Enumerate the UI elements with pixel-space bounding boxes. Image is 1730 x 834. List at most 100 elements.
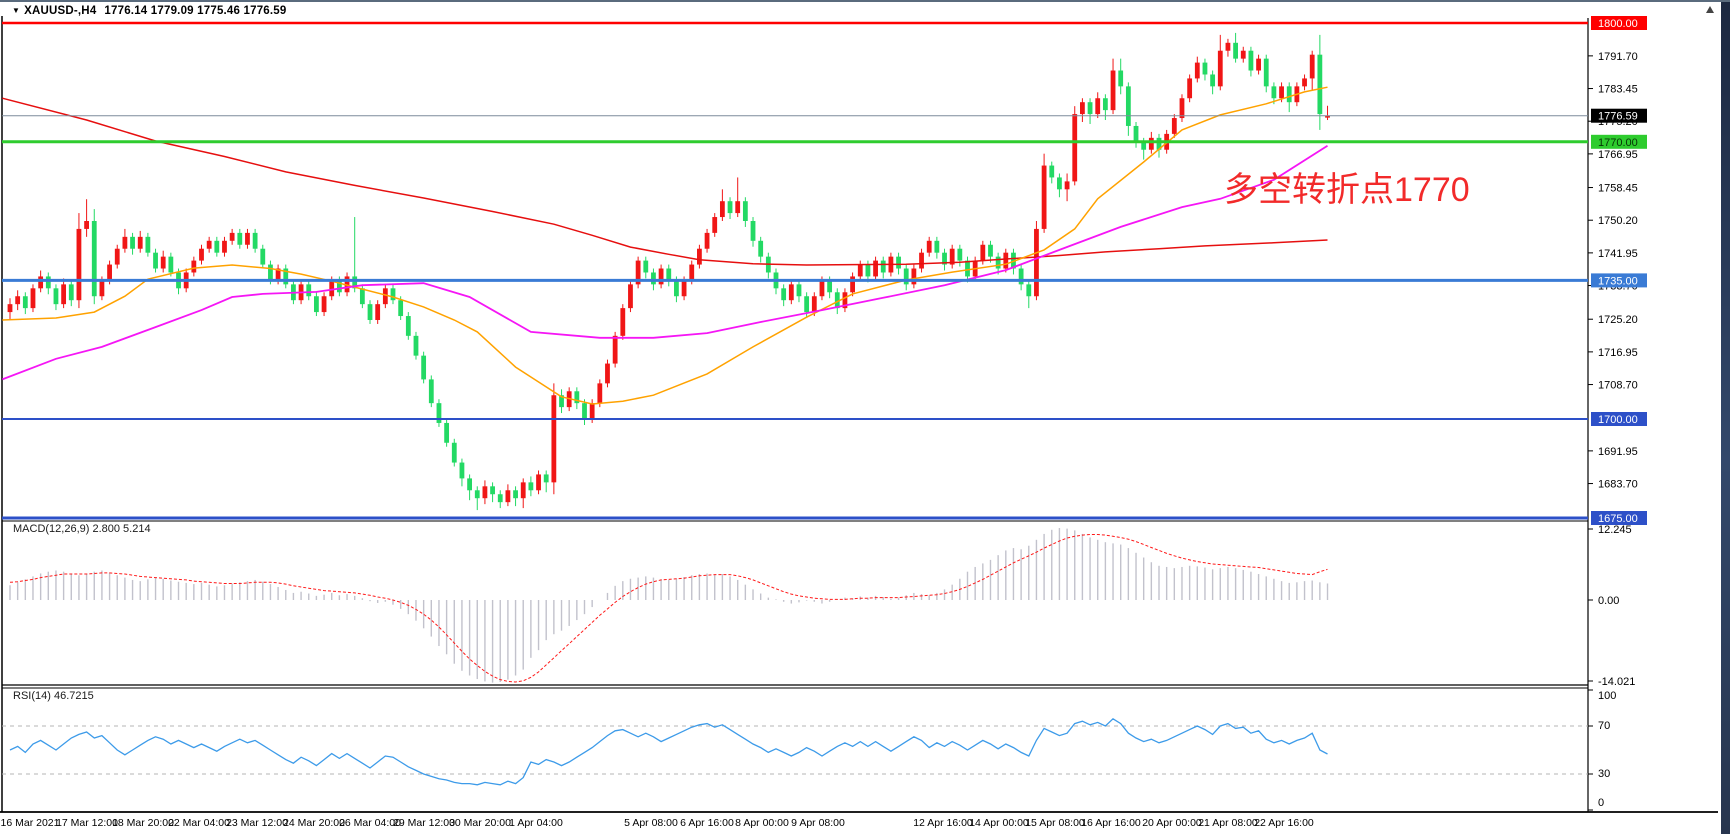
scroll-to-end-icon[interactable]: [1706, 6, 1714, 13]
candle-body: [727, 201, 733, 214]
candle-body: [758, 240, 764, 257]
candle-body: [574, 391, 580, 404]
price-badge-label: 1700.00: [1598, 414, 1638, 426]
symbol-timeframe-label: XAUUSD-,H4: [24, 5, 97, 17]
candle-body: [314, 296, 319, 313]
price-tick-label: 1708.70: [1598, 380, 1638, 392]
candle-body: [482, 486, 488, 499]
price-tick-label: 1691.95: [1598, 446, 1638, 458]
price-tick-label: 1716.95: [1598, 347, 1638, 359]
candle-body: [1171, 118, 1177, 134]
candle-body: [336, 280, 342, 293]
candle-body: [61, 284, 67, 305]
candle-body: [1248, 50, 1254, 71]
candle-body: [804, 296, 810, 313]
rsi-axis-label: 0: [1598, 797, 1604, 809]
candle-body: [513, 490, 518, 499]
candle-body: [811, 296, 817, 313]
candle-body: [919, 252, 924, 269]
rsi-axis-label: 100: [1598, 690, 1616, 702]
candle-body: [459, 462, 465, 479]
candle-body: [1018, 268, 1024, 285]
candle-body: [268, 264, 273, 281]
time-axis-label: 6 Apr 16:00: [680, 817, 734, 829]
candle-body: [15, 296, 21, 305]
candle-body: [375, 304, 381, 320]
candle-body: [903, 268, 909, 285]
candle-body: [413, 335, 419, 356]
candle-body: [344, 276, 350, 293]
candle-body: [819, 280, 825, 297]
candle-body: [497, 494, 503, 503]
candle-body: [643, 260, 649, 273]
time-axis-label: 26 Mar 04:00: [339, 817, 401, 829]
candle-body: [520, 482, 526, 499]
candle-body: [1179, 98, 1185, 119]
candle-body: [359, 288, 365, 305]
candle-body: [390, 288, 396, 301]
candle-body: [153, 252, 158, 269]
candle-body: [1240, 50, 1246, 59]
candle-body: [605, 363, 610, 384]
price-tick-label: 1750.20: [1598, 215, 1638, 227]
candle-body: [559, 395, 564, 408]
candle-body: [681, 280, 687, 297]
candle-body: [321, 296, 327, 313]
candle-body: [712, 217, 718, 233]
candle-body: [114, 248, 120, 265]
candle-body: [206, 240, 212, 249]
candle-body: [352, 276, 358, 289]
candle-body: [130, 236, 135, 249]
candle-body: [635, 260, 641, 285]
candle-body: [1271, 86, 1277, 99]
time-axis-label: 16 Apr 16:00: [1081, 817, 1141, 829]
time-axis-label: 30 Mar 20:00: [449, 817, 511, 829]
candle-body: [674, 280, 679, 297]
time-axis-label: 20 Apr 00:00: [1142, 817, 1202, 829]
candle-body: [505, 490, 511, 503]
price-badge-label: 1770.00: [1598, 137, 1638, 149]
candle-body: [1156, 137, 1162, 150]
candle-body: [1225, 42, 1231, 51]
candle-body: [742, 201, 748, 221]
candle-body: [926, 240, 932, 253]
candle-body: [275, 268, 281, 281]
candle-body: [436, 403, 442, 423]
candle-body: [1148, 137, 1154, 150]
symbol-dropdown-icon[interactable]: ▼: [12, 6, 21, 15]
price-tick-label: 1683.70: [1598, 479, 1638, 491]
candle-body: [122, 236, 128, 249]
candle-body: [949, 248, 955, 265]
candle-body: [1087, 102, 1093, 115]
candle-body: [865, 264, 871, 277]
candle-body: [1110, 70, 1116, 111]
candle-body: [911, 268, 917, 285]
time-axis-label: 16 Mar 2021: [1, 817, 60, 829]
candle-body: [245, 232, 250, 245]
candle-body: [988, 244, 993, 257]
candle-body: [7, 304, 13, 313]
candle-body: [222, 240, 227, 253]
candle-body: [1102, 98, 1108, 111]
candle-body: [1072, 114, 1078, 182]
candle-body: [91, 221, 97, 297]
candle-body: [306, 284, 312, 297]
candle-body: [750, 221, 756, 241]
candle-body: [1064, 181, 1070, 190]
candle-body: [490, 486, 495, 495]
candle-body: [53, 288, 59, 305]
candle-body: [405, 316, 411, 336]
candle-body: [22, 296, 28, 309]
candle-body: [628, 284, 633, 309]
candle-body: [957, 248, 963, 261]
candle-body: [1095, 98, 1101, 115]
price-tick-label: 1725.20: [1598, 314, 1638, 326]
price-badge-label: 1675.00: [1598, 513, 1638, 525]
candle-body: [76, 228, 82, 301]
candle-body: [474, 490, 480, 499]
ma-fast-orange: [2, 86, 1328, 405]
candle-body: [1325, 115, 1330, 118]
time-axis-label: 5 Apr 08:00: [624, 817, 678, 829]
